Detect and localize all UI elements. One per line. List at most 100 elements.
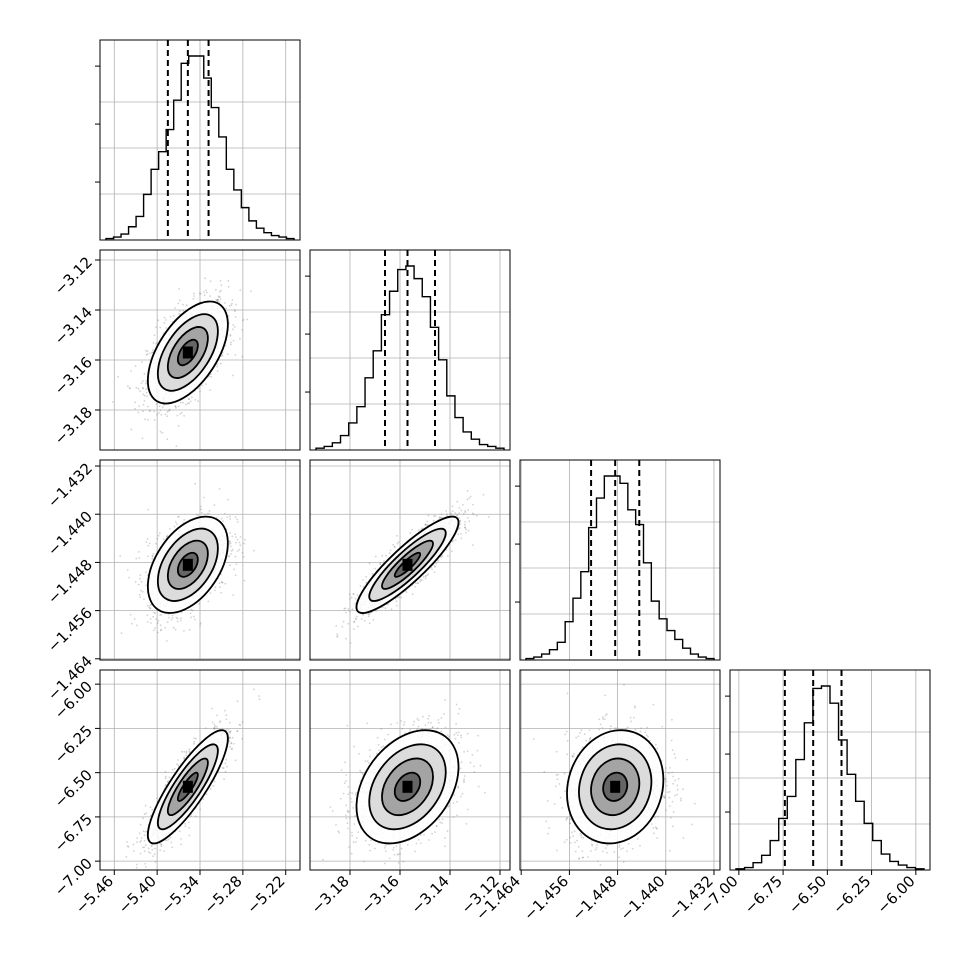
sample-point — [162, 538, 165, 541]
sample-point — [165, 319, 167, 321]
sample-point — [363, 619, 366, 622]
sample-point — [232, 339, 235, 342]
sample-point — [160, 613, 163, 616]
sample-point — [230, 304, 233, 307]
sample-point — [146, 621, 149, 623]
sample-point — [138, 551, 140, 553]
sample-point — [206, 512, 209, 515]
sample-point — [171, 846, 174, 849]
sample-point — [165, 640, 168, 642]
sample-point — [213, 504, 216, 506]
sample-point — [177, 405, 180, 408]
sample-point — [239, 544, 242, 547]
sample-point — [128, 387, 131, 390]
sample-point — [220, 517, 223, 520]
contour-line — [355, 515, 460, 614]
sample-point — [136, 841, 138, 843]
sample-point — [216, 365, 219, 368]
sample-point — [129, 387, 131, 389]
sample-point — [464, 526, 466, 528]
sample-point — [456, 514, 459, 517]
sample-point — [188, 629, 191, 631]
density-peak — [402, 558, 413, 571]
sample-point — [147, 418, 150, 421]
sample-point — [416, 582, 419, 584]
sample-point — [176, 617, 179, 620]
sample-point — [230, 748, 233, 751]
sample-point — [134, 401, 137, 404]
sample-point — [372, 619, 375, 621]
sample-point — [119, 555, 122, 558]
sample-point — [152, 342, 155, 344]
sample-point — [456, 500, 459, 503]
sample-point — [417, 582, 420, 585]
sample-point — [439, 516, 441, 519]
sample-point — [183, 751, 186, 753]
sample-point — [434, 566, 436, 568]
sample-point — [487, 516, 490, 518]
sample-point — [233, 568, 236, 571]
sample-point — [176, 620, 179, 623]
sample-point — [151, 555, 154, 558]
sample-point — [208, 375, 211, 378]
sample-point — [172, 626, 175, 629]
sample-point — [228, 555, 231, 558]
sample-point — [149, 852, 152, 854]
sample-point — [224, 302, 226, 304]
sample-point — [234, 354, 237, 356]
sample-point — [135, 624, 138, 627]
sample-point — [203, 294, 206, 296]
sample-point — [139, 596, 142, 598]
sample-point — [367, 615, 370, 618]
sample-point — [131, 622, 133, 625]
sample-point — [138, 557, 141, 559]
sample-point — [424, 523, 427, 526]
sample-point — [147, 555, 149, 558]
sample-point — [145, 388, 148, 391]
sample-point — [336, 635, 338, 638]
sample-point — [356, 625, 359, 628]
sample-point — [139, 577, 141, 580]
sample-point — [166, 415, 169, 417]
density-2-1 — [335, 484, 518, 644]
sample-point — [155, 403, 158, 406]
sample-point — [371, 572, 374, 575]
sample-point — [147, 405, 149, 408]
sample-point — [469, 495, 472, 498]
sample-point — [459, 523, 462, 525]
sample-point — [368, 613, 371, 615]
sample-point — [384, 607, 387, 609]
sample-point — [143, 846, 146, 849]
sample-point — [204, 289, 207, 292]
density-peak — [182, 346, 193, 359]
sample-point — [231, 299, 234, 301]
sample-point — [516, 484, 518, 486]
sample-point — [137, 583, 140, 586]
sample-point — [155, 326, 157, 328]
sample-point — [239, 289, 242, 291]
sample-point — [173, 525, 176, 528]
sample-point — [234, 533, 237, 536]
sample-point — [441, 555, 444, 558]
sample-point — [188, 834, 191, 837]
sample-point — [220, 284, 223, 287]
sample-point — [142, 387, 145, 390]
sample-point — [229, 515, 231, 518]
sample-point — [154, 627, 157, 629]
sample-point — [193, 295, 196, 297]
sample-point — [132, 850, 135, 852]
sample-point — [137, 387, 140, 390]
sample-point — [390, 608, 393, 611]
sample-point — [219, 298, 222, 300]
sample-point — [222, 520, 224, 522]
sample-point — [152, 349, 154, 351]
sample-point — [216, 363, 219, 366]
sample-point — [438, 517, 441, 519]
sample-point — [471, 512, 474, 515]
sample-point — [426, 574, 429, 576]
sample-point — [139, 390, 141, 393]
sample-point — [201, 384, 204, 387]
sample-point — [143, 598, 145, 600]
sample-point — [224, 582, 227, 585]
sample-point — [152, 552, 155, 555]
